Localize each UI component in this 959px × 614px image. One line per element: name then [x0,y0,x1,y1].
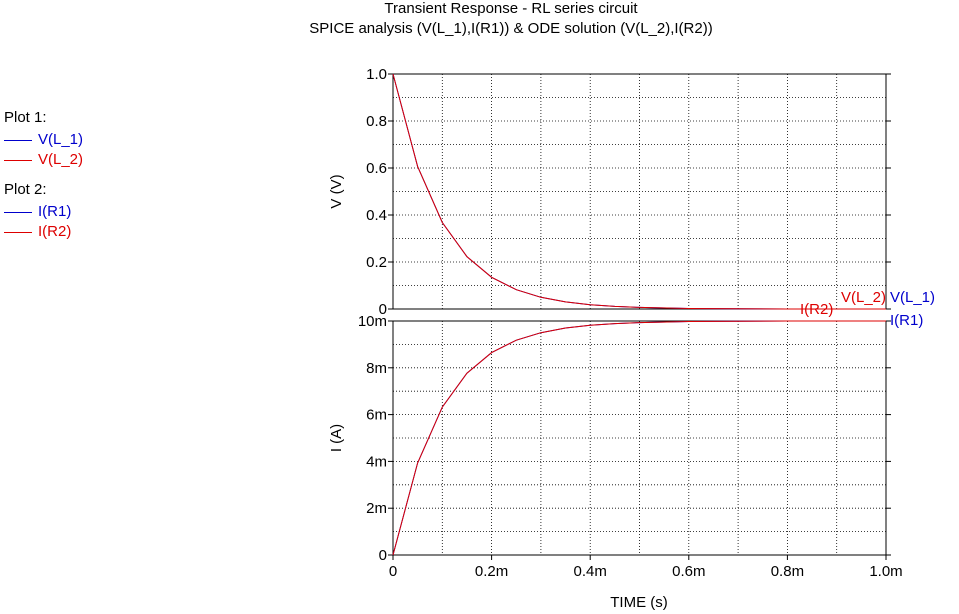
y-axis-label-v: V (V) [328,174,345,208]
y-tick-label-i: 2m [366,500,387,517]
y-tick-label-v: 0.2 [366,254,387,271]
y-tick-label-i: 6m [366,407,387,424]
y-tick-label-i: 4m [366,453,387,470]
legend-label-i-r2: I(R2) [38,223,72,240]
legend-swatch-i-r2 [4,231,32,233]
x-axis-label: TIME (s) [610,594,668,611]
x-tick-label: 1.0m [869,563,902,580]
y-tick-label-v: 0.4 [366,207,387,224]
chart-title: Transient Response - RL series circuit [384,0,638,17]
x-tick-label: 0.8m [771,563,804,580]
legend-label-v-l1: V(L_1) [38,131,84,148]
legend-label-i-r1: I(R1) [38,203,72,220]
legend-item-i-r2: I(R2) [4,223,71,240]
x-tick-label: 0.6m [672,563,705,580]
trace-label-v-l1: V(L_1) [890,289,935,306]
x-tick-label: 0.4m [574,563,607,580]
x-tick-label: 0.2m [475,563,508,580]
y-tick-label-i: 8m [366,360,387,377]
y-tick-label-v: 0 [379,301,387,318]
legend-plot2-label: Plot 2: [4,181,47,198]
legend-swatch-v-l2 [4,159,32,161]
trace-label-i-r2: I(R2) [800,301,833,318]
x-tick-label: 0 [389,563,397,580]
plot-frame-v [392,73,887,310]
series-line-v-l-2- [392,73,886,310]
y-tick-label-i: 0 [379,547,387,564]
legend-label-v-l2: V(L_2) [38,151,84,168]
legend-swatch-v-l1 [4,139,32,141]
legend-item-i-r1: I(R1) [4,203,71,220]
y-tick-label-v: 0.6 [366,160,387,177]
trace-label-i-r1: I(R1) [890,312,923,329]
trace-label-v-l2: V(L_2) [841,289,886,306]
chart-subtitle: SPICE analysis (V(L_1),I(R1)) & ODE solu… [309,20,713,37]
plot-frame-i [392,320,887,556]
legend-item-v-l1: V(L_1) [4,131,83,148]
legend-plot1-label: Plot 1: [4,109,47,126]
y-tick-label-v: 1.0 [366,66,387,83]
y-axis-label-i: I (A) [328,424,345,452]
y-tick-label-v: 0.8 [366,113,387,130]
y-tick-label-i: 10m [358,313,387,330]
legend-item-v-l2: V(L_2) [4,151,83,168]
legend-swatch-i-r1 [4,211,32,213]
series-line-i-r2- [392,320,886,556]
